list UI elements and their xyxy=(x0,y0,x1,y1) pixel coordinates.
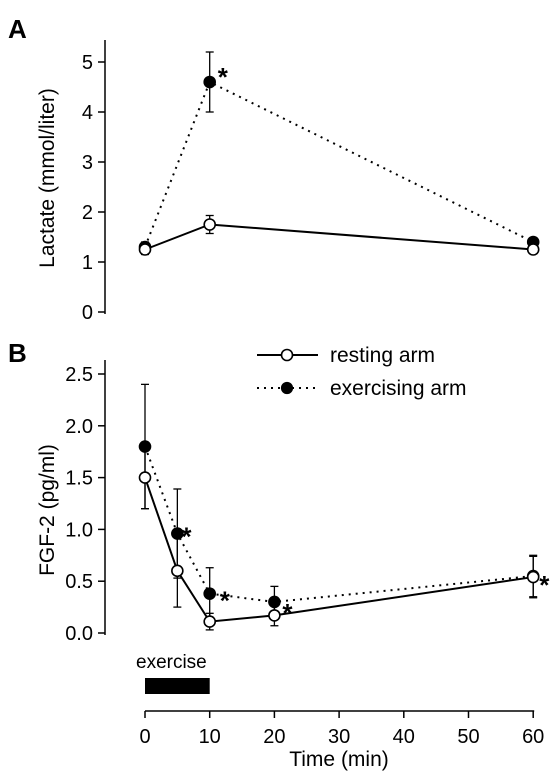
significance-star: * xyxy=(539,570,550,600)
panel-a-plot: 0 1 2 3 4 5 * xyxy=(82,40,540,324)
significance-star: * xyxy=(282,598,293,628)
x-tick-label: 0 xyxy=(139,726,150,748)
x-axis-label: Time (min) xyxy=(289,748,389,771)
resting-data-point xyxy=(203,218,216,231)
significance-star: * xyxy=(181,522,192,552)
resting-data-point xyxy=(526,243,540,256)
exercising-data-point xyxy=(203,75,216,89)
exercising-series-line xyxy=(144,446,534,603)
x-tick-label: 30 xyxy=(328,726,350,748)
resting-series-line xyxy=(144,477,534,623)
y-tick-label: 1 xyxy=(82,252,93,274)
resting-data-point xyxy=(171,564,184,578)
y-tick-label: 4 xyxy=(82,102,93,124)
y-tick-label: 0.0 xyxy=(65,623,93,645)
x-tick-label: 50 xyxy=(457,726,479,748)
y-tick-label: 1.5 xyxy=(65,468,93,490)
resting-data-point xyxy=(268,609,281,622)
legend: resting arm exercising arm xyxy=(257,344,467,400)
x-tick-label: 60 xyxy=(522,726,544,748)
resting-data-point xyxy=(203,615,216,628)
y-tick-label: 1.0 xyxy=(65,519,93,541)
panel-a-label: A xyxy=(8,14,27,44)
resting-series-line xyxy=(144,223,534,251)
x-tick-label: 10 xyxy=(199,726,221,748)
legend-exercising-label: exercising arm xyxy=(330,377,467,400)
resting-data-point xyxy=(138,471,152,484)
x-tick-label: 40 xyxy=(393,726,415,748)
significance-star: * xyxy=(218,62,229,92)
y-tick-label: 2.0 xyxy=(65,416,93,438)
y-tick-label: 2.5 xyxy=(65,364,93,386)
legend-resting-label: resting arm xyxy=(330,344,435,367)
legend-exercising-marker xyxy=(280,381,294,395)
legend-resting-marker xyxy=(280,348,294,362)
y-tick-label: 2 xyxy=(82,202,93,224)
resting-data-point xyxy=(526,570,540,584)
exercise-label: exercise xyxy=(136,652,207,673)
y-tick-label: 5 xyxy=(82,52,93,74)
panel-a-ylabel: Lactate (mmol/liter) xyxy=(36,88,59,268)
y-tick-label: 3 xyxy=(82,152,93,174)
resting-data-point xyxy=(138,243,152,256)
exercising-data-point xyxy=(203,587,216,600)
y-tick-label: 0 xyxy=(82,302,93,324)
exercise-bar xyxy=(145,678,210,694)
x-tick-label: 20 xyxy=(263,726,285,748)
panel-b-ylabel: FGF-2 (pg/ml) xyxy=(36,444,59,576)
y-tick-label: 0.5 xyxy=(65,571,93,593)
exercising-series-line xyxy=(144,80,534,248)
panel-b-label: B xyxy=(8,338,27,368)
significance-star: * xyxy=(220,586,231,616)
panel-b-plot: 0.0 0.5 1.0 1.5 2.0 2.5 0 10 20 30 40 50 60 * * * * xyxy=(65,360,550,748)
